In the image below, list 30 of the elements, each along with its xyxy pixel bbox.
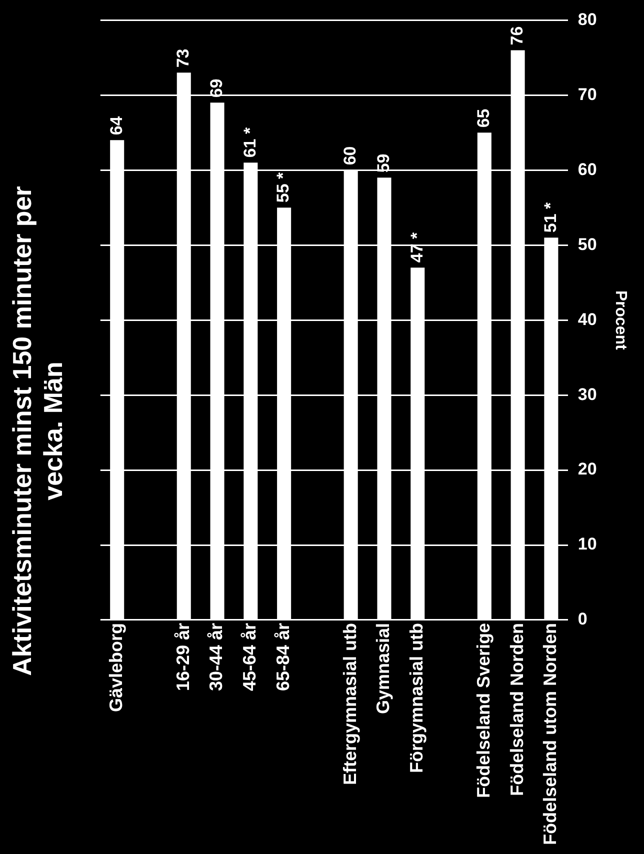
- y-tick-label: 30: [578, 384, 597, 404]
- y-tick-label: 0: [578, 610, 588, 629]
- y-tick-label: 10: [578, 534, 597, 554]
- data-label: 73: [174, 48, 193, 68]
- data-label: 76: [507, 26, 526, 46]
- data-label: 60: [340, 146, 360, 166]
- x-tick-label: Eftergymnasial utb: [340, 622, 360, 786]
- y-axis-title: Procent: [612, 290, 629, 351]
- x-tick-label: Födelseland Norden: [506, 622, 527, 796]
- y-tick-label: 70: [578, 84, 597, 104]
- y-tick-label: 80: [578, 10, 597, 29]
- data-label: 51 *: [540, 202, 560, 233]
- x-tick-label: Gymnasial: [373, 622, 394, 714]
- y-tick-label: 60: [578, 160, 597, 179]
- y-tick-label: 20: [578, 460, 597, 479]
- x-tick-label: 45-64 år: [240, 622, 260, 692]
- x-tick-label: 16-29 år: [172, 622, 193, 692]
- x-tick-label: Gävleborg: [106, 622, 126, 712]
- data-label: 55 *: [274, 172, 293, 203]
- text: Aktivitetsminuter minst 150 minuter per vecka. Män: [6, 186, 68, 676]
- data-label: 65: [474, 108, 494, 128]
- y-tick-label: 50: [578, 234, 597, 254]
- x-tick-label: Födelseland utom Norden: [540, 622, 560, 846]
- data-label: 61 *: [240, 127, 260, 158]
- y-tick-label: 40: [578, 310, 597, 329]
- x-tick-label: 65-84 år: [273, 622, 294, 692]
- x-tick-label: Förgymnasial utb: [406, 622, 427, 774]
- data-label: 64: [106, 116, 126, 136]
- x-tick-label: 30-44 år: [206, 622, 226, 692]
- x-tick-label: Födelseland Sverige: [473, 622, 494, 798]
